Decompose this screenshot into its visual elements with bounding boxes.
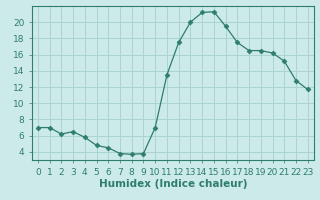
X-axis label: Humidex (Indice chaleur): Humidex (Indice chaleur) (99, 179, 247, 189)
